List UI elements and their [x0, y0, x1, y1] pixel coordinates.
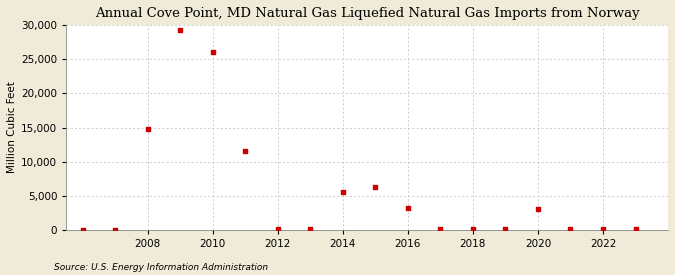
Point: [630, 227, 641, 232]
Point: [175, 28, 186, 32]
Point: [533, 207, 543, 211]
Point: [338, 190, 348, 195]
Point: [402, 206, 413, 210]
Title: Annual Cove Point, MD Natural Gas Liquefied Natural Gas Imports from Norway: Annual Cove Point, MD Natural Gas Liquef…: [95, 7, 639, 20]
Point: [305, 227, 316, 232]
Point: [597, 227, 608, 232]
Point: [109, 228, 120, 232]
Point: [207, 50, 218, 54]
Point: [435, 227, 446, 232]
Point: [500, 227, 511, 232]
Point: [240, 149, 250, 153]
Point: [272, 227, 283, 232]
Point: [370, 185, 381, 189]
Point: [77, 228, 88, 232]
Point: [142, 126, 153, 131]
Text: Source: U.S. Energy Information Administration: Source: U.S. Energy Information Administ…: [54, 263, 268, 272]
Point: [565, 227, 576, 232]
Y-axis label: Million Cubic Feet: Million Cubic Feet: [7, 82, 17, 174]
Point: [468, 227, 479, 232]
